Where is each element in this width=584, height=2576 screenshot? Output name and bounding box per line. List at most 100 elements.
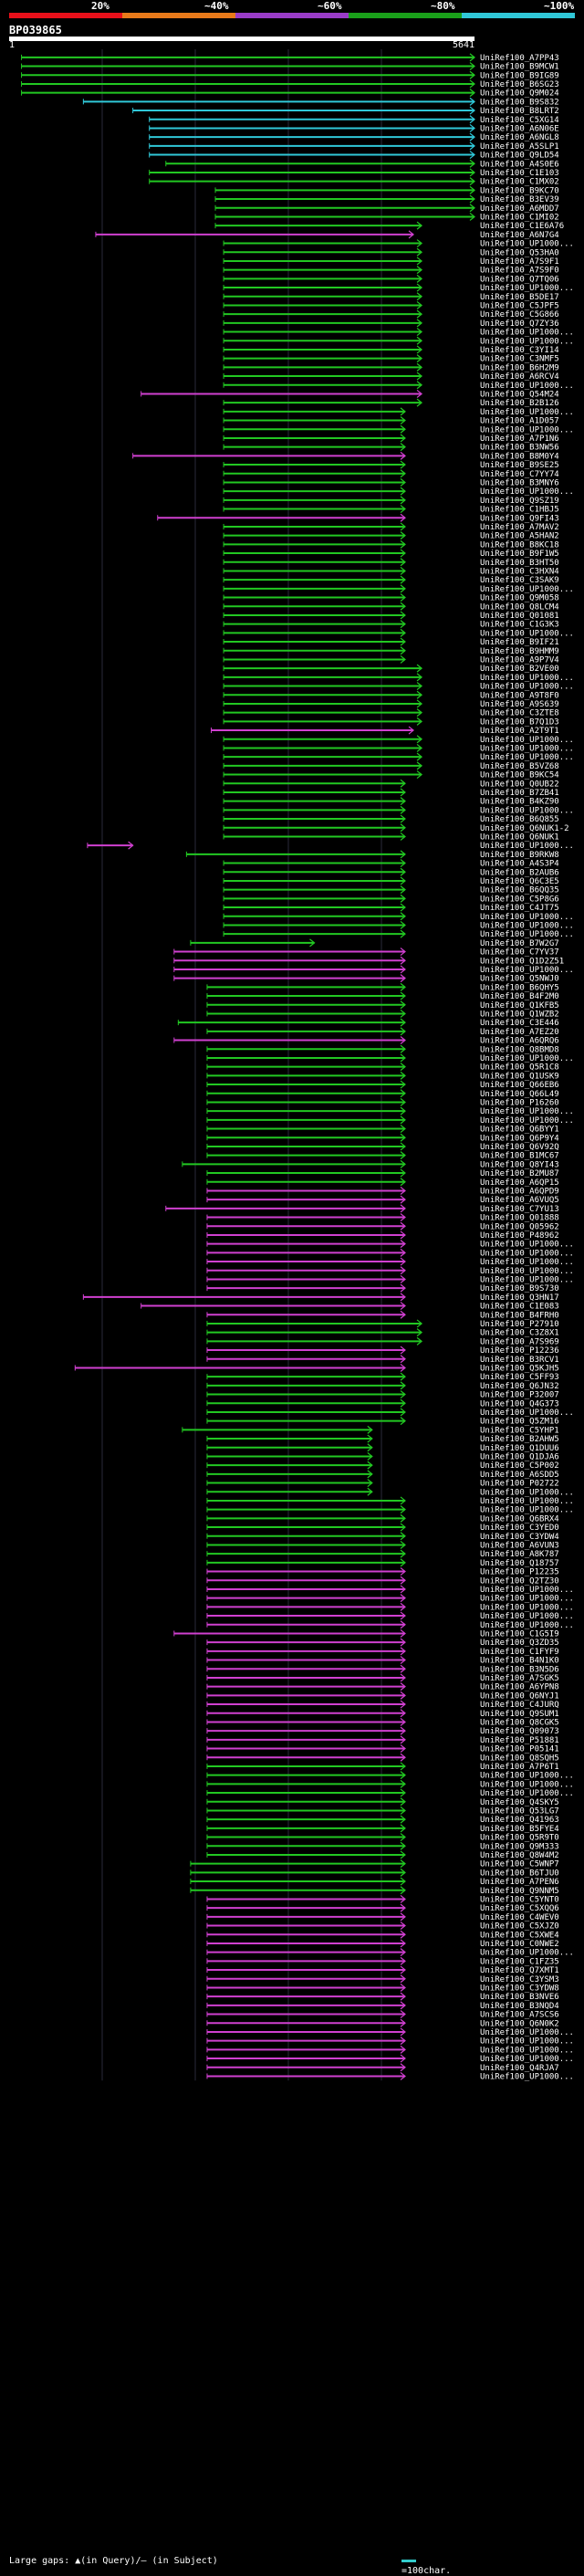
hit-label[interactable]: UniRef100_C5YNT0 bbox=[480, 1895, 559, 1904]
hit-label[interactable]: UniRef100_UP1000... bbox=[480, 1621, 574, 1630]
hit-label[interactable]: UniRef100_A9S639 bbox=[480, 700, 559, 709]
hit-label[interactable]: UniRef100_C5JPF5 bbox=[480, 301, 559, 310]
hit-label[interactable]: UniRef100_B9F1W5 bbox=[480, 550, 559, 559]
hit-label[interactable]: UniRef100_A6QP15 bbox=[480, 1178, 559, 1188]
hit-label[interactable]: UniRef100_B2VE00 bbox=[480, 665, 559, 674]
hit-label[interactable]: UniRef100_UP1000... bbox=[480, 683, 574, 692]
hit-label[interactable]: UniRef100_A7P1N6 bbox=[480, 435, 559, 444]
hit-label[interactable]: UniRef100_UP1000... bbox=[480, 1054, 574, 1063]
hit-label[interactable]: UniRef100_Q9SZ19 bbox=[480, 497, 559, 506]
hit-label[interactable]: UniRef100_A6MDD7 bbox=[480, 204, 559, 214]
hit-label[interactable]: UniRef100_B7ZB41 bbox=[480, 789, 559, 798]
hit-label[interactable]: UniRef100_C5G866 bbox=[480, 310, 559, 319]
hit-label[interactable]: UniRef100_A7P6T1 bbox=[480, 1763, 559, 1772]
hit-label[interactable]: UniRef100_A6NGL8 bbox=[480, 133, 559, 142]
hit-label[interactable]: UniRef100_A2T9T1 bbox=[480, 727, 559, 736]
hit-label[interactable]: UniRef100_UP1000... bbox=[480, 921, 574, 930]
hit-label[interactable]: UniRef100_A4S0E6 bbox=[480, 160, 559, 169]
hit-label[interactable]: UniRef100_Q7TQ06 bbox=[480, 275, 559, 284]
hit-label[interactable]: UniRef100_UP1000... bbox=[480, 2028, 574, 2037]
hit-label[interactable]: UniRef100_B2AHW5 bbox=[480, 1435, 559, 1444]
hit-label[interactable]: UniRef100_C5YHP1 bbox=[480, 1426, 559, 1435]
hit-label[interactable]: UniRef100_UP1000... bbox=[480, 1258, 574, 1267]
hit-label[interactable]: UniRef100_B5VZ68 bbox=[480, 762, 559, 771]
hit-label[interactable]: UniRef100_Q53HA0 bbox=[480, 248, 559, 257]
hit-label[interactable]: UniRef100_C7YY74 bbox=[480, 470, 559, 479]
hit-label[interactable]: UniRef100_UP1000... bbox=[480, 1116, 574, 1126]
hit-label[interactable]: UniRef100_C3Z8X1 bbox=[480, 1329, 559, 1338]
hit-label[interactable]: UniRef100_Q1D2Z51 bbox=[480, 957, 564, 966]
hit-label[interactable]: UniRef100_P12236 bbox=[480, 1346, 559, 1356]
hit-label[interactable]: UniRef100_B4FRH0 bbox=[480, 1311, 559, 1320]
hit-label[interactable]: UniRef100_C5P002 bbox=[480, 1461, 559, 1471]
hit-label[interactable]: UniRef100_C5P8G6 bbox=[480, 895, 559, 904]
hit-label[interactable]: UniRef100_B6SG23 bbox=[480, 80, 559, 89]
hit-label[interactable]: UniRef100_B9HMM9 bbox=[480, 647, 559, 656]
hit-label[interactable]: UniRef100_UP1000... bbox=[480, 2072, 574, 2081]
hit-label[interactable]: UniRef100_Q01888 bbox=[480, 1214, 559, 1223]
hit-label[interactable]: UniRef100_UP1000... bbox=[480, 1267, 574, 1276]
hit-label[interactable]: UniRef100_UP1000... bbox=[480, 329, 574, 338]
hit-label[interactable]: UniRef100_Q8LCM4 bbox=[480, 602, 559, 612]
hit-label[interactable]: UniRef100_C1E083 bbox=[480, 1303, 559, 1312]
hit-label[interactable]: UniRef100_C5XWE4 bbox=[480, 1931, 559, 1940]
hit-label[interactable]: UniRef100_C1G3K3 bbox=[480, 621, 559, 630]
hit-label[interactable]: UniRef100_P05141 bbox=[480, 1745, 559, 1754]
hit-label[interactable]: UniRef100_B6QHY5 bbox=[480, 983, 559, 992]
hit-label[interactable]: UniRef100_Q4SKY5 bbox=[480, 1798, 559, 1807]
hit-label[interactable]: UniRef100_UP1000... bbox=[480, 1488, 574, 1497]
hit-label[interactable]: UniRef100_UP1000... bbox=[480, 2046, 574, 2055]
hit-label[interactable]: UniRef100_A1D057 bbox=[480, 417, 559, 426]
hit-label[interactable]: UniRef100_Q54M24 bbox=[480, 390, 559, 399]
hit-label[interactable]: UniRef100_Q66L49 bbox=[480, 1090, 559, 1099]
hit-label[interactable]: UniRef100_Q3ZD35 bbox=[480, 1639, 559, 1648]
hit-label[interactable]: UniRef100_C1HBJ5 bbox=[480, 506, 559, 515]
hit-label[interactable]: UniRef100_C1E103 bbox=[480, 169, 559, 178]
hit-label[interactable]: UniRef100_UP1000... bbox=[480, 744, 574, 753]
hit-label[interactable]: UniRef100_UP1000... bbox=[480, 1780, 574, 1789]
hit-label[interactable]: UniRef100_UP1000... bbox=[480, 1612, 574, 1621]
hit-label[interactable]: UniRef100_UP1000... bbox=[480, 842, 574, 851]
hit-label[interactable]: UniRef100_UP1000... bbox=[480, 284, 574, 293]
hit-label[interactable]: UniRef100_UP1000... bbox=[480, 1603, 574, 1612]
hit-label[interactable]: UniRef100_B4N1K0 bbox=[480, 1657, 559, 1666]
hit-label[interactable]: UniRef100_Q6C3E5 bbox=[480, 877, 559, 886]
hit-label[interactable]: UniRef100_Q6NUK1 bbox=[480, 832, 559, 842]
hit-label[interactable]: UniRef100_C3YDW8 bbox=[480, 1984, 559, 1993]
hit-label[interactable]: UniRef100_UP1000... bbox=[480, 382, 574, 391]
hit-label[interactable]: UniRef100_Q5ZM16 bbox=[480, 1418, 559, 1427]
hit-label[interactable]: UniRef100_P32007 bbox=[480, 1391, 559, 1400]
hit-label[interactable]: UniRef100_Q6NYJ1 bbox=[480, 1691, 559, 1701]
hit-label[interactable]: UniRef100_Q6P9Y4 bbox=[480, 1134, 559, 1143]
hit-label[interactable]: UniRef100_Q9LD54 bbox=[480, 152, 559, 161]
hit-label[interactable]: UniRef100_UP1000... bbox=[480, 2037, 574, 2047]
hit-label[interactable]: UniRef100_UP1000... bbox=[480, 2055, 574, 2064]
hit-label[interactable]: UniRef100_P27910 bbox=[480, 1320, 559, 1329]
hit-label[interactable]: UniRef100_B3NW56 bbox=[480, 444, 559, 453]
hit-label[interactable]: UniRef100_B9MCW1 bbox=[480, 63, 559, 72]
hit-label[interactable]: UniRef100_B6QQ35 bbox=[480, 886, 559, 895]
hit-label[interactable]: UniRef100_UP1000... bbox=[480, 1772, 574, 1781]
hit-label[interactable]: UniRef100_C5XJZ0 bbox=[480, 1922, 559, 1932]
hit-label[interactable]: UniRef100_Q5R1C8 bbox=[480, 1063, 559, 1073]
hit-label[interactable]: UniRef100_Q6NUK1-2 bbox=[480, 824, 569, 833]
hit-label[interactable]: UniRef100_UP1000... bbox=[480, 1241, 574, 1250]
hit-label[interactable]: UniRef100_UP1000... bbox=[480, 240, 574, 249]
hit-label[interactable]: UniRef100_Q1KFB5 bbox=[480, 1001, 559, 1011]
hit-label[interactable]: UniRef100_UP1000... bbox=[480, 1789, 574, 1798]
hit-label[interactable]: UniRef100_Q7ZY36 bbox=[480, 319, 559, 329]
hit-label[interactable]: UniRef100_UP1000... bbox=[480, 674, 574, 683]
hit-label[interactable]: UniRef100_P51881 bbox=[480, 1736, 559, 1745]
hit-label[interactable]: UniRef100_UP1000... bbox=[480, 1249, 574, 1258]
hit-label[interactable]: UniRef100_Q5KJH5 bbox=[480, 1364, 559, 1373]
hit-label[interactable]: UniRef100_B3EV39 bbox=[480, 195, 559, 204]
hit-label[interactable]: UniRef100_Q9M024 bbox=[480, 89, 559, 99]
hit-label[interactable]: UniRef100_UP1000... bbox=[480, 930, 574, 939]
hit-label[interactable]: UniRef100_B5DE17 bbox=[480, 293, 559, 302]
hit-label[interactable]: UniRef100_Q66EB6 bbox=[480, 1081, 559, 1090]
hit-label[interactable]: UniRef100_A6VUQ5 bbox=[480, 1196, 559, 1205]
hit-label[interactable]: UniRef100_B9KC70 bbox=[480, 186, 559, 195]
hit-label[interactable]: UniRef100_C5XG14 bbox=[480, 116, 559, 125]
hit-label[interactable]: UniRef100_UP1000... bbox=[480, 1408, 574, 1418]
hit-label[interactable]: UniRef100_A7S9F1 bbox=[480, 257, 559, 267]
